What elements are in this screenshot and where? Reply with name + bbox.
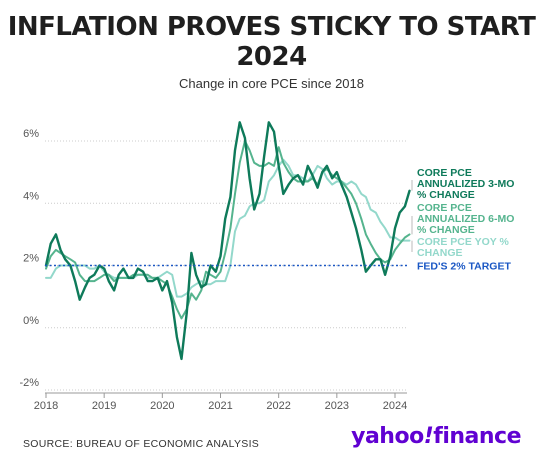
- y-tick-label: -2%: [19, 377, 39, 389]
- yahoo-finance-logo: yahoo!finance: [351, 424, 521, 449]
- chart-title: INFLATION PROVES STICKY TO START 2024: [0, 12, 543, 72]
- x-tick-label: 2021: [208, 400, 232, 412]
- x-tick-label: 2018: [34, 400, 58, 412]
- logo-bang-text: !: [423, 424, 434, 449]
- logo-yahoo-text: yahoo: [351, 424, 424, 449]
- series-label-0: ANNUALIZED 3-MO: [417, 178, 514, 190]
- y-tick-label: 2%: [23, 253, 39, 265]
- chart-title-line-1: INFLATION PROVES STICKY TO START: [7, 12, 536, 42]
- series-label-2: CORE PCE YOY %: [417, 236, 509, 248]
- series-label-1: ANNUALIZED 6-MO: [417, 213, 514, 225]
- y-tick-label: 4%: [23, 190, 39, 202]
- x-tick-label: 2019: [92, 400, 116, 412]
- series-label-2: CHANGE: [417, 247, 463, 259]
- target-label: FED'S 2% TARGET: [417, 261, 511, 273]
- axis-layer: -2% 0% 2% 4% 6% 2018 2019 2020 2021 2022 2023 2024: [19, 128, 407, 412]
- chart-title-line-2: 2024: [236, 42, 307, 72]
- y-tick-label: 0%: [23, 315, 39, 327]
- series-label-0: % CHANGE: [417, 189, 475, 201]
- source-note: SOURCE: BUREAU OF ECONOMIC ANALYSIS: [23, 438, 260, 450]
- x-tick-label: 2023: [325, 400, 349, 412]
- series-label-0: CORE PCE: [417, 167, 472, 179]
- y-tick-label: 6%: [23, 128, 39, 140]
- x-tick-label: 2024: [383, 400, 407, 412]
- series-label-1: % CHANGE: [417, 224, 475, 236]
- series-line-0: [44, 121, 411, 361]
- series-layer: [44, 121, 411, 361]
- x-tick-label: 2020: [150, 400, 174, 412]
- logo-finance-text: finance: [433, 424, 521, 449]
- chart-subtitle: Change in core PCE since 2018: [178, 76, 364, 91]
- x-tick-label: 2022: [266, 400, 290, 412]
- series-label-1: CORE PCE: [417, 202, 472, 214]
- series-line-1: [45, 140, 411, 320]
